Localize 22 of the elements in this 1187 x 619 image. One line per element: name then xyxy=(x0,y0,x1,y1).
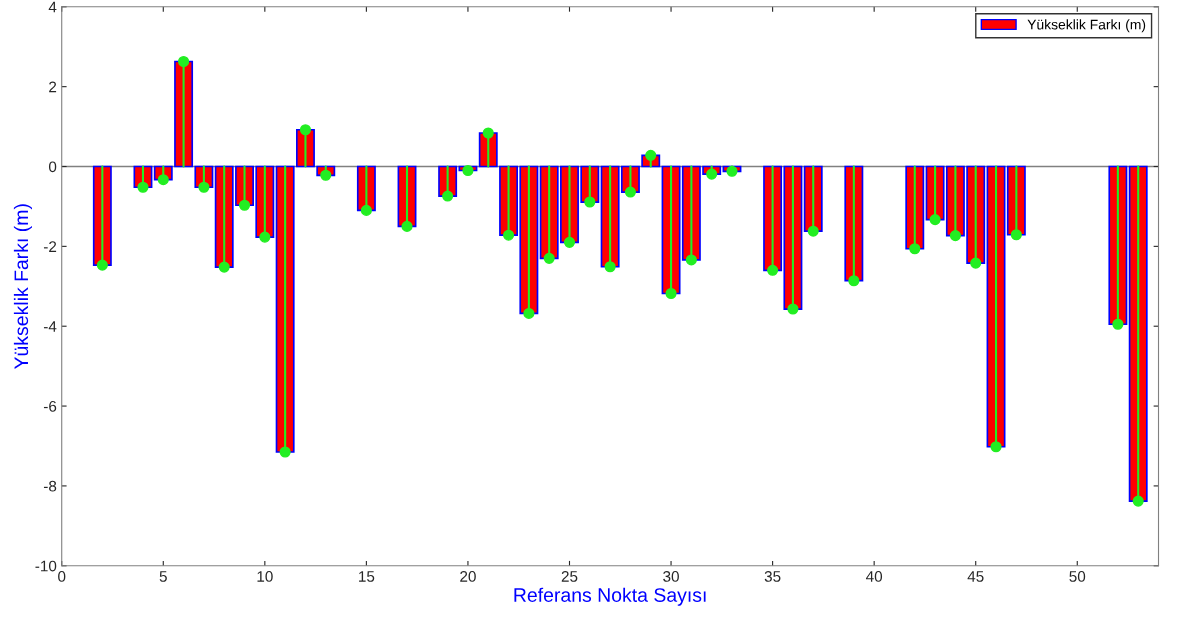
y-tick-label: -4 xyxy=(43,321,57,332)
y-tick-label: -10 xyxy=(35,560,57,572)
y-tick-label: 0 xyxy=(48,161,57,173)
y-axis-title: Yükseklik Farkı (m) xyxy=(13,204,32,370)
x-tick-label: 0 xyxy=(58,571,66,582)
y-tick-label: 4 xyxy=(48,1,57,13)
y-tick-label: -2 xyxy=(43,241,57,252)
legend-label: Yükseklik Farkı (m) xyxy=(1027,19,1146,33)
x-tick-label: 10 xyxy=(257,571,273,582)
y-tick-label: 2 xyxy=(49,81,57,93)
x-tick-label: 50 xyxy=(1069,571,1086,582)
x-tick-label: 20 xyxy=(460,571,476,582)
x-tick-label: 40 xyxy=(866,571,883,582)
x-tick-label: 45 xyxy=(967,571,984,582)
x-tick-label: 35 xyxy=(764,571,781,582)
x-tick-label: 30 xyxy=(663,571,679,582)
x-tick-label: 25 xyxy=(561,571,578,582)
x-tick-label: 15 xyxy=(359,571,375,582)
x-axis-title: Referans Nokta Sayısı xyxy=(514,587,706,606)
y-tick-label: -6 xyxy=(43,400,57,412)
y-tick-label: -8 xyxy=(43,480,57,492)
x-tick-label: 5 xyxy=(159,571,167,582)
